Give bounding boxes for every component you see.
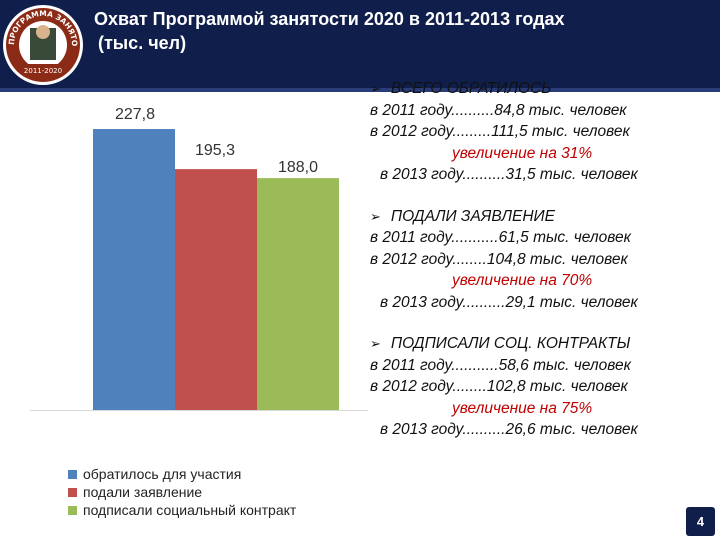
section-heading-text: ПОДПИСАЛИ СОЦ. КОНТРАКТЫ [390,335,631,352]
legend-label: подписали социальный контракт [83,502,297,518]
page-title: Охват Программой занятости 2020 в 2011-2… [94,7,565,55]
chart-legend: обратилось для участия подали заявление по… [68,465,296,519]
year-line: в 2012 году........104,8 тыс. человек [370,250,628,268]
year-2013-line: в 2013 году..........31,5 тыс. человек [380,166,638,183]
year-line: в 2011 году...........61,5 тыс. человек [370,229,631,246]
title-line-2: (тыс. чел) [98,33,187,53]
increase-line: увеличение на 31% [452,144,593,162]
bar [93,129,175,410]
year-line: в 2011 году...........58,6 тыс. человек [370,356,631,374]
section-heading: ➢ ПОДПИСАЛИ СОЦ. КОНТРАКТЫ [370,333,715,355]
arrow-bullet-icon: ➢ [370,81,381,96]
section-heading: ➢ ПОДАЛИ ЗАЯВЛЕНИЕ [370,206,715,228]
increase-line: увеличение на 70% [452,272,593,289]
legend-label: подали заявление [83,484,203,500]
page-number: 4 [686,507,715,536]
bar-data-label: 227,8 [115,106,155,123]
legend-swatch [68,505,77,515]
legend-swatch [68,487,77,497]
year-line: в 2011 году..........84,8 тыс. человек [370,101,627,119]
bar [175,169,257,410]
year-2013-line: в 2013 году..........29,1 тыс. человек [380,293,638,311]
arrow-bullet-icon: ➢ [370,336,381,351]
info-panel: ➢ ВСЕГО ОБРАТИЛОСЬ в 2011 году..........84… [370,78,715,441]
legend-label: обратилось для участия [83,466,242,482]
section-heading-text: ПОДАЛИ ЗАЯВЛЕНИЕ [390,207,555,225]
program-logo: ПРОГРАММА ЗАНЯТОСТИ 2011-2020 [2,2,83,85]
legend-swatch [68,469,77,479]
legend-item: подали заявление [68,483,296,501]
arrow-bullet-icon: ➢ [370,208,381,224]
year-line: в 2012 году........102,8 тыс. человек [370,378,628,395]
section-heading: ➢ ВСЕГО ОБРАТИЛОСЬ [370,78,715,100]
title-line-1: Охват Программой занятости 2020 в 2011-2… [94,9,565,29]
header-divider [0,88,720,92]
bar-data-label: 195,3 [195,142,235,159]
year-line: в 2012 году.........111,5 тыс. человек [370,123,630,140]
legend-item: обратилось для участия [68,465,296,483]
bar-group: 227,8 195,3 188,0 [93,106,339,410]
increase-line: увеличение на 75% [452,399,593,417]
bar [257,178,339,410]
legend-item: подписали социальный контракт [68,501,296,519]
header-bar [0,0,720,88]
year-2013-line: в 2013 году..........26,6 тыс. человек [380,421,638,438]
section-heading-text: ВСЕГО ОБРАТИЛОСЬ [390,80,552,97]
logo-years: 2011-2020 [24,67,62,75]
bar-chart: 227,8 195,3 188,0 [30,106,368,411]
bar-data-label: 188,0 [278,159,318,176]
